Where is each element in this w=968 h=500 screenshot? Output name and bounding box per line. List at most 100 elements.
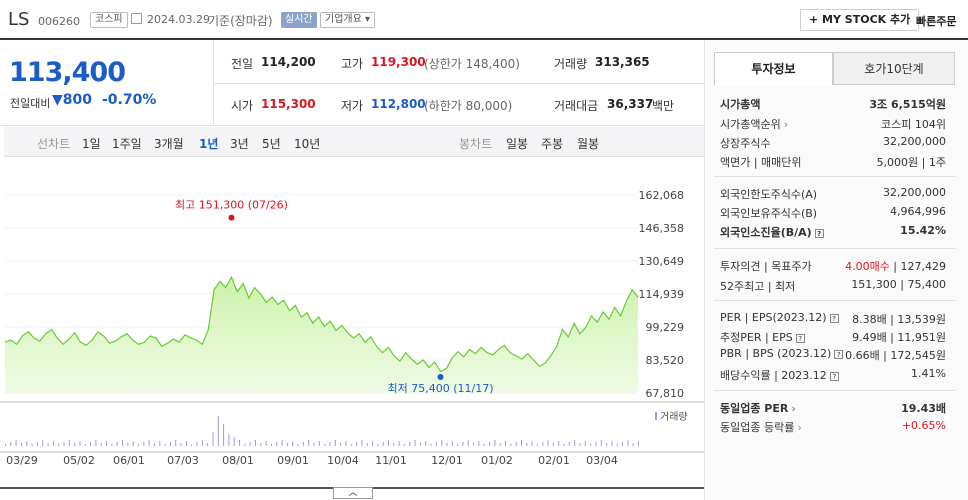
tab-invest-info[interactable]: 투자정보: [714, 52, 833, 85]
volume-bar: [15, 440, 17, 446]
info-value: 32,200,000: [883, 135, 946, 148]
volume-bar: [462, 442, 464, 446]
volume-bar: [185, 441, 187, 446]
upper-limit: (상한가 148,400): [424, 57, 520, 71]
volume-bar: [68, 440, 70, 446]
info-label: 액면가 | 매매단위: [720, 156, 802, 169]
company-info-dropdown[interactable]: 기업개요 ▾: [320, 12, 376, 28]
realtime-button[interactable]: 실시간: [281, 12, 317, 28]
period-5y[interactable]: 5년: [262, 137, 281, 151]
y-tick-label: 130,649: [639, 255, 685, 268]
help-icon[interactable]: ?: [829, 313, 839, 323]
volume-bar: [382, 442, 384, 446]
low-value: 112,800: [371, 97, 426, 111]
volume-bar: [611, 441, 613, 446]
volume-bar: [143, 442, 145, 446]
volume-bar: [180, 443, 182, 446]
lower-limit: (하한가 80,000): [424, 99, 513, 113]
volume-bar: [632, 443, 634, 446]
my-stock-button[interactable]: + MY STOCK 추가: [800, 9, 920, 31]
volume-bar: [233, 437, 235, 446]
volume-bars: [5, 416, 639, 446]
volume-bar: [473, 443, 475, 446]
volume-bar: [542, 442, 544, 446]
volume-bar: [372, 441, 373, 446]
help-icon[interactable]: ?: [829, 371, 839, 381]
volume-bar: [302, 442, 304, 446]
info-label: 외국인보유주식수(B): [720, 207, 818, 220]
y-axis-labels: 162,068 146,358 130,649 114,939 99,229 83,520…: [639, 189, 685, 400]
company-logo: LS: [8, 9, 30, 30]
trade-amount-unit: 백만: [652, 99, 675, 113]
x-tick-label: 03/29: [6, 454, 38, 467]
candle-weekly[interactable]: 주봉: [541, 137, 564, 151]
volume-bar: [153, 443, 155, 446]
volume-bar: [409, 442, 411, 446]
stock-header: LS 006260 코스피 2024.03.29 기준(장마감) 실시간 기업개…: [0, 0, 968, 40]
help-icon[interactable]: ?: [834, 349, 844, 359]
period-3m[interactable]: 3개월: [154, 137, 184, 151]
chevron-right-icon[interactable]: ›: [791, 402, 796, 415]
period-10y[interactable]: 10년: [294, 137, 321, 151]
right-panel: [704, 40, 968, 500]
candle-monthly[interactable]: 월봉: [577, 137, 600, 151]
volume-bar: [521, 440, 522, 446]
change-value: ▼800: [52, 92, 92, 108]
volume-bar: [138, 444, 139, 446]
volume-bar: [547, 440, 549, 446]
volume-bar: [47, 443, 49, 446]
period-3y[interactable]: 3년: [230, 137, 249, 151]
price-chart[interactable]: 162,068 146,358 130,649 114,939 99,229 83,520…: [0, 158, 704, 500]
volume-bar: [260, 443, 262, 446]
help-icon[interactable]: ?: [795, 333, 805, 343]
volume-bar: [505, 441, 506, 446]
chevron-right-icon[interactable]: ›: [797, 421, 802, 434]
volume-bar: [552, 443, 554, 446]
volume-bar: [595, 442, 597, 446]
open-label: 시가: [231, 99, 254, 113]
chart-tab-bar: 선차트 1일 1주일 3개월 1년 3년 5년 10년 봉차트 일봉 주봉 월봉: [4, 127, 704, 157]
info-value: 3조 6,515억원: [869, 98, 946, 111]
price-block: [0, 40, 704, 126]
quick-order-link[interactable]: 빠른주문: [916, 15, 957, 28]
volume-bar: [510, 444, 512, 446]
x-axis-labels: 03/29 05/02 06/01 07/03 08/01 09/01 10/04 11/01…: [6, 454, 618, 467]
period-1y[interactable]: 1년: [199, 137, 219, 151]
volume-bar: [350, 444, 352, 446]
volume-bar: [430, 444, 432, 446]
volume-bar: [26, 441, 28, 446]
volume-bar: [52, 441, 54, 446]
volume-bar: [579, 443, 581, 446]
volume-bar: [212, 432, 214, 446]
basis-text: 기준(장마감): [208, 14, 273, 28]
x-tick-label: 01/02: [481, 454, 513, 467]
collapse-toggle[interactable]: ︿: [333, 487, 373, 499]
volume-bar: [403, 444, 405, 446]
volume-bar: [95, 440, 97, 446]
x-tick-label: 05/02: [63, 454, 95, 467]
info-value: 19.43배: [901, 402, 946, 415]
volume-bar: [106, 441, 108, 446]
volume-bar: [201, 440, 203, 446]
min-label: 최저 75,400 (11/17): [388, 382, 494, 395]
info-value: 4.00매수 | 127,429: [845, 260, 946, 273]
info-label: PER | EPS(2023.12)?: [720, 311, 839, 324]
volume-bar: [499, 443, 501, 446]
candle-daily[interactable]: 일봉: [506, 137, 529, 151]
period-1w[interactable]: 1주일: [112, 137, 142, 151]
help-icon[interactable]: ?: [814, 228, 824, 238]
volume-bar: [191, 444, 193, 446]
volume-bar: [292, 441, 294, 446]
volume-bar: [446, 443, 448, 446]
period-1d[interactable]: 1일: [82, 137, 101, 151]
tab-quote-10[interactable]: 호가10단계: [833, 52, 955, 85]
volume-bar: [536, 444, 538, 446]
chevron-right-icon[interactable]: ›: [783, 118, 789, 131]
info-value: 32,200,000: [883, 186, 946, 199]
volume-bar: [334, 440, 336, 446]
volume-bar: [297, 444, 299, 446]
volume-bar: [217, 416, 219, 446]
volume-bar: [558, 441, 560, 446]
volume-bar: [414, 440, 416, 446]
volume-bar: [281, 440, 283, 446]
